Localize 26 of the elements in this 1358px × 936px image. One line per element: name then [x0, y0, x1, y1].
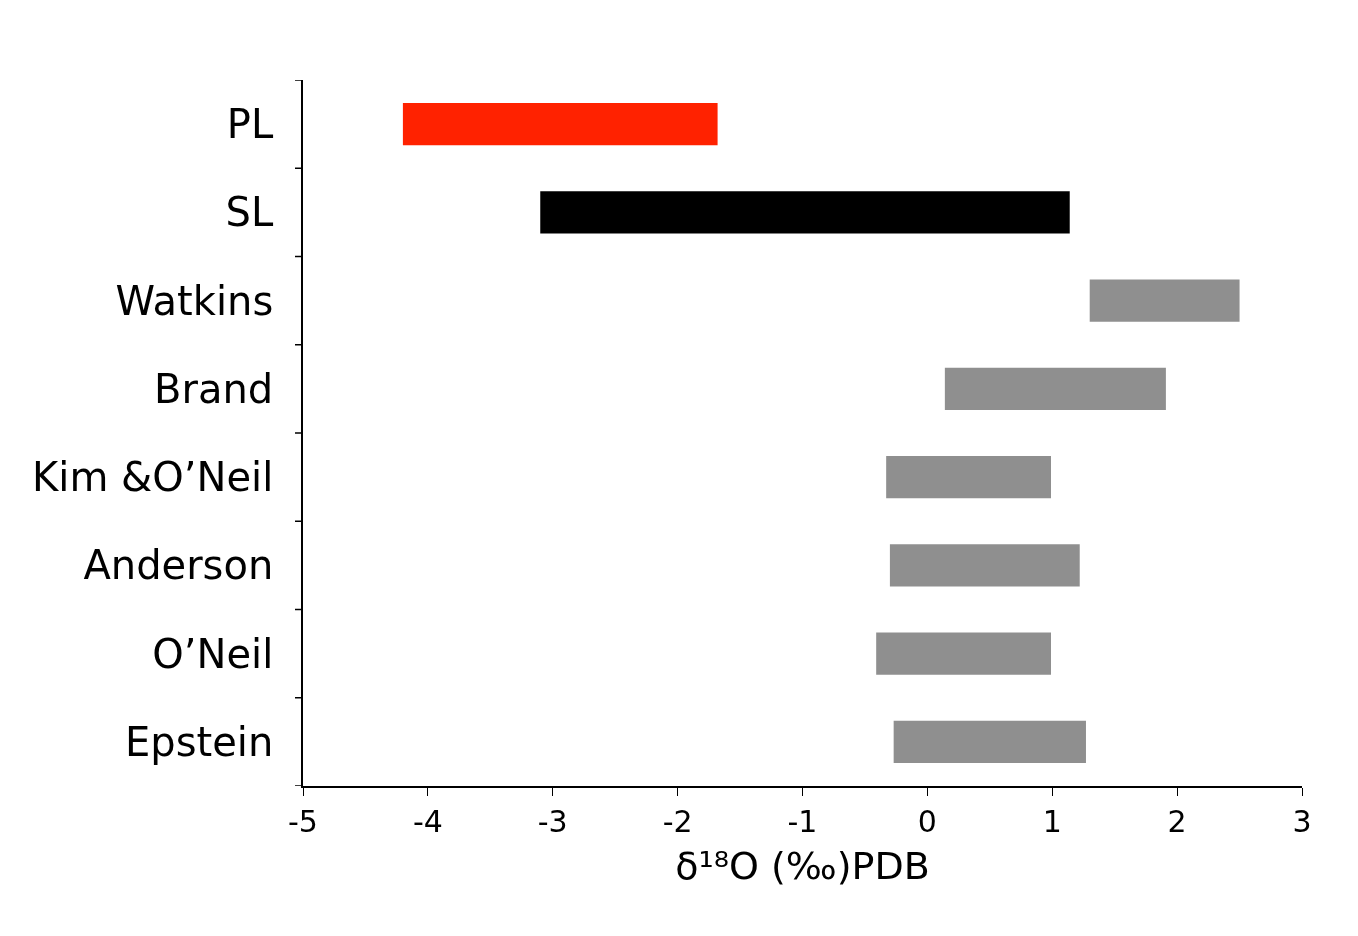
x-axis-title: δ¹⁸O (‰)PDB: [675, 844, 930, 889]
y-tick-label: PL: [226, 101, 274, 148]
bar: [1089, 279, 1240, 322]
bar: [893, 720, 1086, 764]
y-tick-label: Anderson: [83, 542, 274, 589]
x-tick-label: -1: [787, 803, 818, 839]
bar: [876, 632, 1051, 675]
bar: [944, 367, 1166, 411]
y-tick-label: Kim &O’Neil: [32, 454, 274, 501]
bar: [540, 191, 1070, 234]
x-tick-label: 3: [1292, 803, 1312, 839]
x-tick-label: 0: [917, 803, 937, 839]
y-tick-label: Watkins: [115, 277, 274, 324]
bar: [889, 544, 1080, 587]
x-tick-label: -3: [537, 803, 568, 839]
x-tick-label: 2: [1167, 803, 1187, 839]
y-tick-label: SL: [225, 189, 274, 236]
y-tick-label: Brand: [154, 365, 274, 412]
x-tick-label: -4: [412, 803, 443, 839]
y-tick-label: O’Neil: [152, 630, 274, 677]
y-tick-label: Epstein: [124, 718, 274, 765]
x-tick-label: -2: [662, 803, 693, 839]
bar: [402, 102, 718, 146]
x-tick-label: 1: [1042, 803, 1062, 839]
bar: [886, 455, 1051, 499]
x-tick-label: -5: [288, 803, 318, 839]
